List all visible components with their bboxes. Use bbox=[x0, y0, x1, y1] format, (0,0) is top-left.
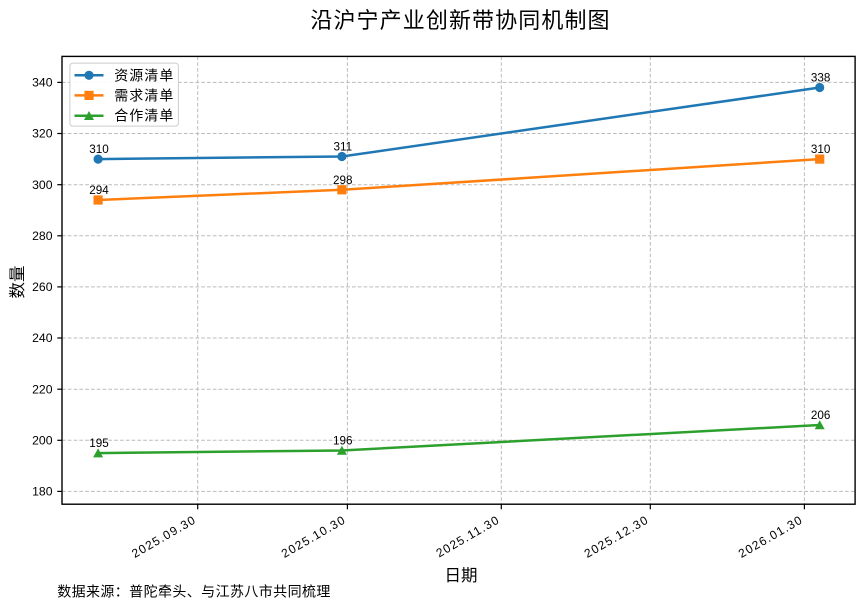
svg-text:240: 240 bbox=[32, 331, 53, 345]
svg-text:合作清单: 合作清单 bbox=[114, 108, 174, 124]
svg-text:数据来源：普陀牵头、与江苏八市共同梳理: 数据来源：普陀牵头、与江苏八市共同梳理 bbox=[57, 584, 331, 600]
svg-text:311: 311 bbox=[333, 141, 352, 154]
svg-text:数量: 数量 bbox=[8, 266, 27, 299]
svg-text:320: 320 bbox=[32, 127, 53, 141]
svg-text:260: 260 bbox=[32, 280, 53, 294]
svg-text:180: 180 bbox=[32, 485, 53, 499]
svg-text:280: 280 bbox=[32, 229, 53, 243]
svg-text:298: 298 bbox=[333, 174, 353, 187]
svg-text:310: 310 bbox=[811, 143, 831, 156]
svg-text:日期: 日期 bbox=[445, 566, 478, 585]
svg-text:195: 195 bbox=[89, 437, 109, 450]
svg-text:资源清单: 资源清单 bbox=[114, 67, 174, 83]
svg-text:200: 200 bbox=[32, 434, 53, 448]
svg-text:294: 294 bbox=[89, 184, 109, 197]
svg-text:196: 196 bbox=[333, 435, 353, 448]
svg-text:338: 338 bbox=[811, 72, 831, 85]
svg-text:310: 310 bbox=[89, 143, 109, 156]
svg-text:340: 340 bbox=[32, 76, 53, 90]
svg-text:206: 206 bbox=[811, 409, 831, 422]
svg-text:需求清单: 需求清单 bbox=[114, 87, 174, 103]
svg-text:300: 300 bbox=[32, 178, 53, 192]
svg-text:沿沪宁产业创新带协同机制图: 沿沪宁产业创新带协同机制图 bbox=[310, 8, 610, 33]
svg-text:220: 220 bbox=[32, 382, 53, 396]
